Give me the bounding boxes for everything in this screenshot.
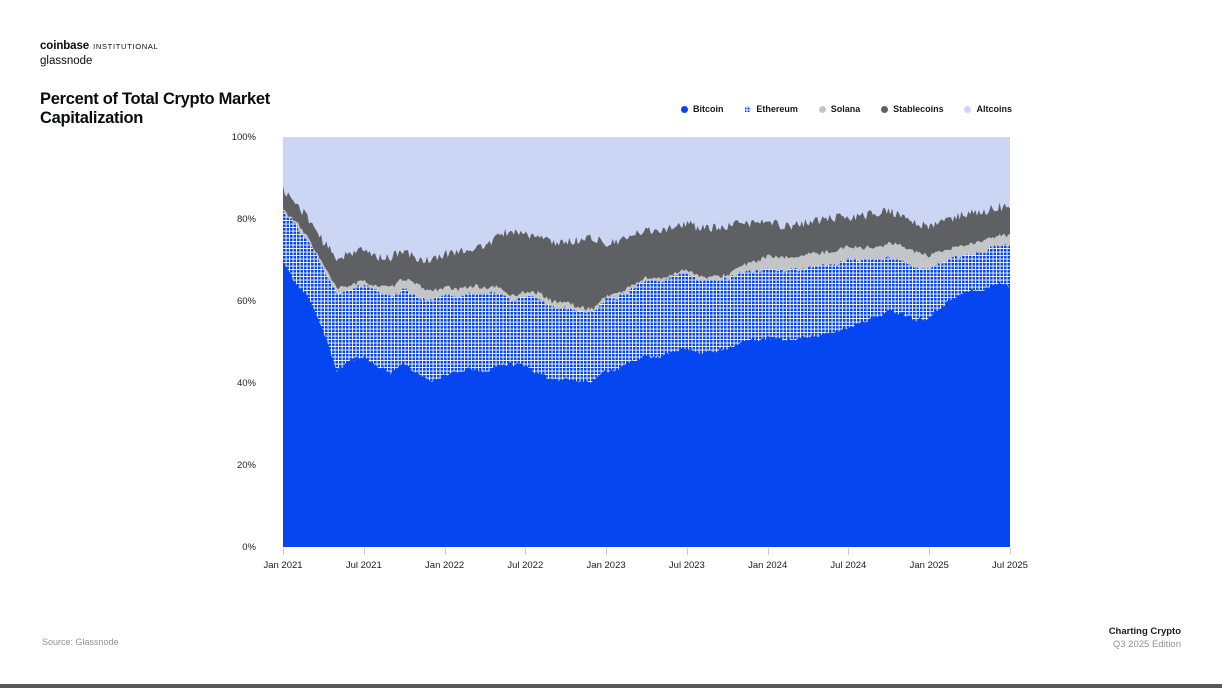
y-axis-label: 60% [236,295,256,307]
solana-legend-dot-icon [818,105,826,113]
x-axis-label: Jul 2024 [830,560,867,571]
x-axis-label: Jul 2022 [507,560,544,571]
page-title-line2: Capitalization [40,109,144,128]
x-axis-label: Jul 2023 [668,560,705,571]
x-axis-tick [283,548,284,555]
y-axis-label: 40% [236,377,256,389]
legend-label-solana: Solana [830,104,861,114]
source-note: Source: Glassnode [42,637,119,647]
legend-label-ethereum: Ethereum [756,104,798,114]
x-axis-label: Jan 2021 [263,560,303,571]
x-axis-label: Jan 2022 [425,560,465,571]
y-axis-label: 20% [236,459,256,471]
x-axis-label: Jan 2025 [909,560,949,571]
bottom-accent-bar [0,684,1222,688]
legend-label-altcoins: Altcoins [976,104,1012,114]
legend-item-bitcoin: Bitcoin [681,104,724,114]
x-axis-tick [1010,548,1011,555]
x-axis-label: Jul 2021 [345,560,382,571]
x-axis-tick [686,548,688,555]
legend-item-altcoins: Altcoins [964,104,1012,114]
x-axis-label: Jul 2025 [992,560,1028,571]
legend-item-ethereum: Ethereum [744,104,798,114]
legend-label-stablecoins: Stablecoins [893,104,944,114]
stacked-area-plot [283,137,1010,547]
page-title-line1: Percent of Total Crypto Market [40,90,270,108]
altcoins-legend-dot-icon [964,105,972,113]
y-axis-label: 100% [231,131,256,143]
x-axis-label: Jan 2023 [586,560,626,571]
legend-item-stablecoins: Stablecoins [881,104,944,114]
y-axis-label: 0% [242,541,256,553]
x-axis-tick [525,548,527,555]
page-title: Percent of Total Crypto Market Capitaliz… [40,90,270,128]
y-axis-label: 80% [236,213,256,225]
x-axis-label: Jan 2024 [748,560,788,571]
legend-label-bitcoin: Bitcoin [693,104,724,114]
chart-legend: Bitcoin Ethereum Solana Stablecoins Altc… [681,104,1012,114]
ethereum-legend-dot-icon [744,105,752,113]
bitcoin-area [283,262,1010,547]
x-axis-tick [929,548,931,555]
x-axis-tick [767,548,769,555]
legend-item-solana: Solana [818,104,861,114]
edition-subtitle: Q3 2025 Edition [1112,639,1181,651]
edition-note: Charting Crypto Q3 2025 Edition [1109,625,1181,652]
edition-title: Charting Crypto [1108,626,1181,637]
glassnode-logo: glassnode [40,55,93,68]
stablecoins-legend-dot-icon [881,105,889,113]
brand-block: coinbase INSTITUTIONAL glassnode [40,36,158,69]
x-axis-tick [848,548,850,555]
x-axis-tick [606,548,608,555]
coinbase-logo: coinbase [40,40,90,52]
x-axis-tick [363,548,365,555]
bitcoin-legend-dot-icon [681,105,688,113]
x-axis-tick [444,548,446,555]
institutional-label: INSTITUTIONAL [93,42,159,51]
